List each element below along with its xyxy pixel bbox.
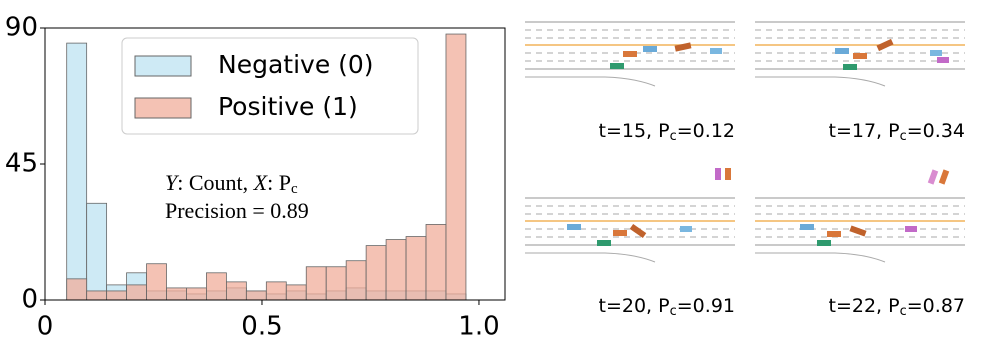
annotation-part: c [291, 181, 298, 197]
bar [86, 202, 108, 301]
legend-label: Negative (0) [218, 50, 374, 79]
annotation-part: Y [165, 170, 180, 195]
legend-label: Positive (1) [218, 92, 358, 121]
panel-caption: t=20, Pc=0.91 [599, 295, 735, 319]
annotation-part: : P [267, 170, 291, 195]
bar [146, 263, 167, 301]
bar [166, 287, 187, 301]
bar [245, 290, 267, 301]
y-tick-label: 45 [5, 149, 38, 179]
x-tick-label: 0.5 [241, 312, 282, 342]
bar [305, 266, 327, 301]
bar [186, 287, 207, 301]
bar [106, 290, 127, 301]
panel-caption: t=17, Pc=0.34 [829, 120, 965, 144]
legend-swatch [134, 55, 192, 77]
panel-caption: t=22, Pc=0.87 [829, 295, 965, 319]
bar [206, 272, 227, 301]
scene-3 [524, 168, 736, 263]
legend: Negative (0) Positive (1) [121, 37, 419, 135]
x-tick-label: 1.0 [458, 312, 499, 342]
annotation-part: : Count, [177, 170, 253, 195]
bar [66, 278, 88, 301]
legend-box [121, 37, 419, 135]
x-tick-label: 0 [37, 312, 54, 342]
bar [285, 284, 307, 301]
bar [385, 239, 407, 301]
bar [405, 236, 427, 301]
panel-caption: t=15, Pc=0.12 [599, 120, 735, 144]
scene-4 [754, 169, 966, 263]
scene-1 [524, 21, 736, 87]
y-tick-label: 90 [5, 13, 38, 43]
bar [365, 245, 387, 301]
y-tick-label: 0 [21, 285, 38, 315]
annotation: Y: Count, X: Pc [165, 170, 298, 197]
scene-2 [754, 21, 966, 87]
annotation: Precision = 0.89 [165, 198, 309, 223]
bar [126, 284, 147, 301]
bar [225, 281, 247, 301]
bar [86, 290, 108, 301]
bar [345, 260, 367, 301]
bar [265, 281, 287, 301]
bar [66, 42, 88, 301]
legend-swatch [134, 97, 192, 119]
bar [445, 33, 467, 301]
bar [325, 266, 347, 301]
annotation-part: X [253, 170, 269, 195]
bar [425, 224, 447, 301]
